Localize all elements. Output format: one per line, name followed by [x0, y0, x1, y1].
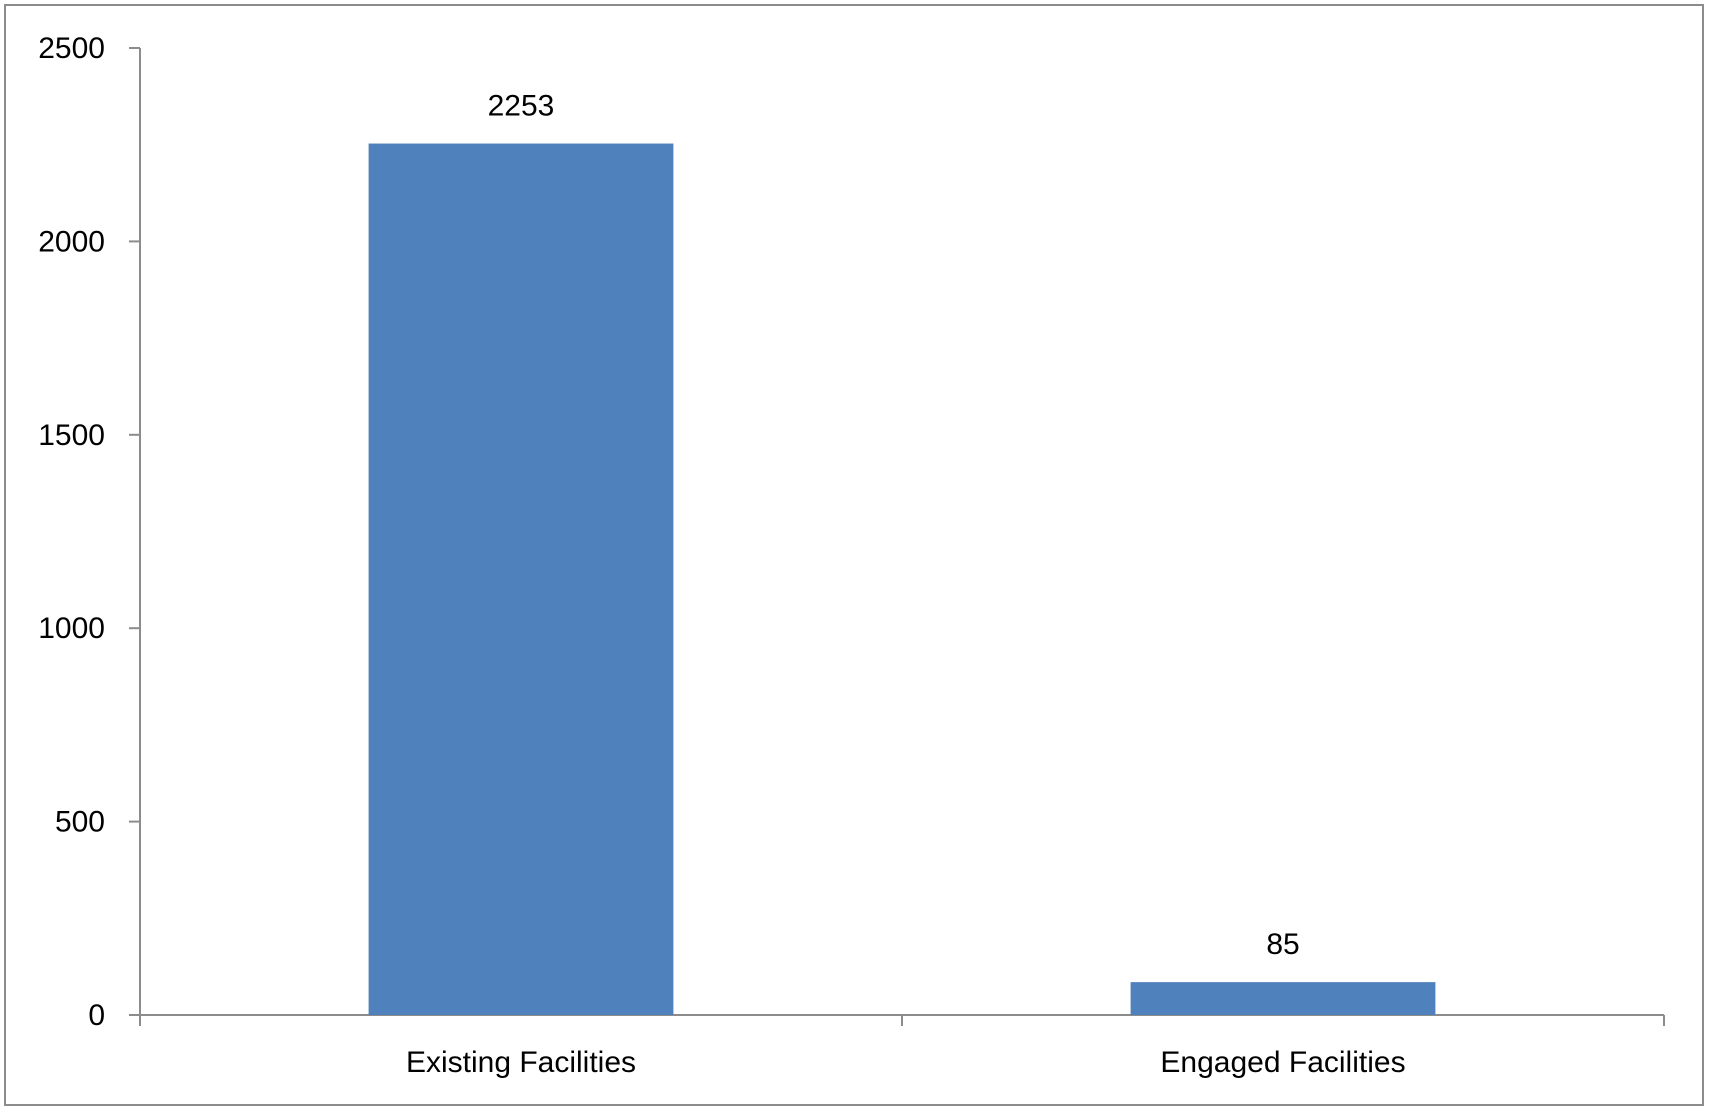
- y-tick-label: 1500: [38, 419, 105, 452]
- data-label: 85: [1266, 928, 1299, 961]
- x-category-label: Engaged Facilities: [1160, 1046, 1405, 1079]
- bars: [368, 143, 1436, 1015]
- bar: [368, 143, 674, 1015]
- y-tick-label: 1000: [38, 612, 105, 645]
- axes: [129, 47, 1665, 1026]
- y-tick-label: 2500: [38, 32, 105, 65]
- y-tick-label: 500: [55, 806, 105, 839]
- y-tick-label: 2000: [38, 225, 105, 258]
- labels: 0 500 1000 1500 2000 2500 2253 Existing Facilit…: [38, 32, 1405, 1079]
- x-category-label: Existing Facilities: [406, 1046, 636, 1079]
- bar: [1130, 982, 1436, 1015]
- chart-frame: [4, 4, 1704, 1106]
- data-label: 2253: [488, 90, 555, 123]
- y-tick-label: 0: [88, 999, 105, 1032]
